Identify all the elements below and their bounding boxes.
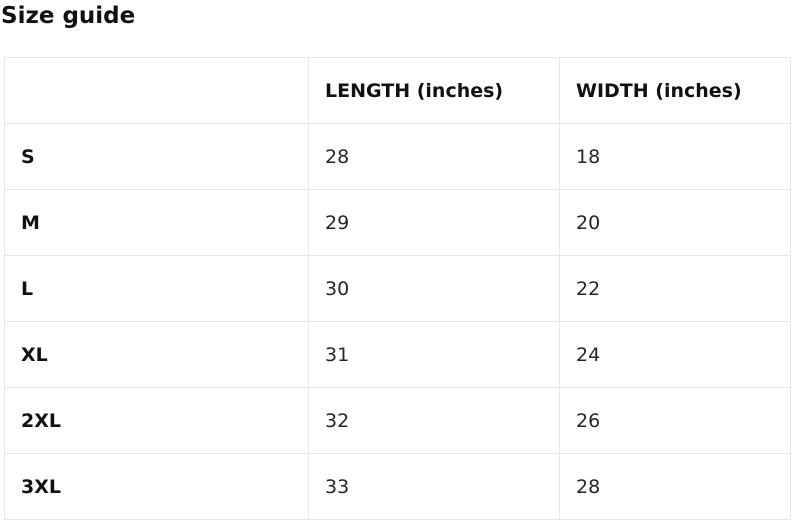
table-row: 3XL 33 28 (4, 453, 791, 520)
size-label: S (4, 123, 309, 190)
width-value: 24 (559, 321, 791, 388)
header-size-cell (4, 57, 309, 124)
width-value: 22 (559, 255, 791, 322)
width-value: 18 (559, 123, 791, 190)
header-width-cell: WIDTH (inches) (559, 57, 791, 124)
table-row: S 28 18 (4, 123, 791, 190)
size-label: 2XL (4, 387, 309, 454)
length-value: 32 (308, 387, 560, 454)
size-label: M (4, 189, 309, 256)
length-value: 30 (308, 255, 560, 322)
size-label: L (4, 255, 309, 322)
table-row: L 30 22 (4, 255, 791, 322)
table-row: M 29 20 (4, 189, 791, 256)
page-title: Size guide (1, 3, 136, 29)
length-value: 28 (308, 123, 560, 190)
width-value: 28 (559, 453, 791, 520)
size-label: 3XL (4, 453, 309, 520)
length-value: 33 (308, 453, 560, 520)
table-header-row: LENGTH (inches) WIDTH (inches) (4, 57, 791, 124)
size-guide-table: LENGTH (inches) WIDTH (inches) S 28 18 M… (4, 57, 791, 520)
length-value: 29 (308, 189, 560, 256)
table-row: 2XL 32 26 (4, 387, 791, 454)
header-length-cell: LENGTH (inches) (308, 57, 560, 124)
table-row: XL 31 24 (4, 321, 791, 388)
size-label: XL (4, 321, 309, 388)
width-value: 20 (559, 189, 791, 256)
width-value: 26 (559, 387, 791, 454)
length-value: 31 (308, 321, 560, 388)
